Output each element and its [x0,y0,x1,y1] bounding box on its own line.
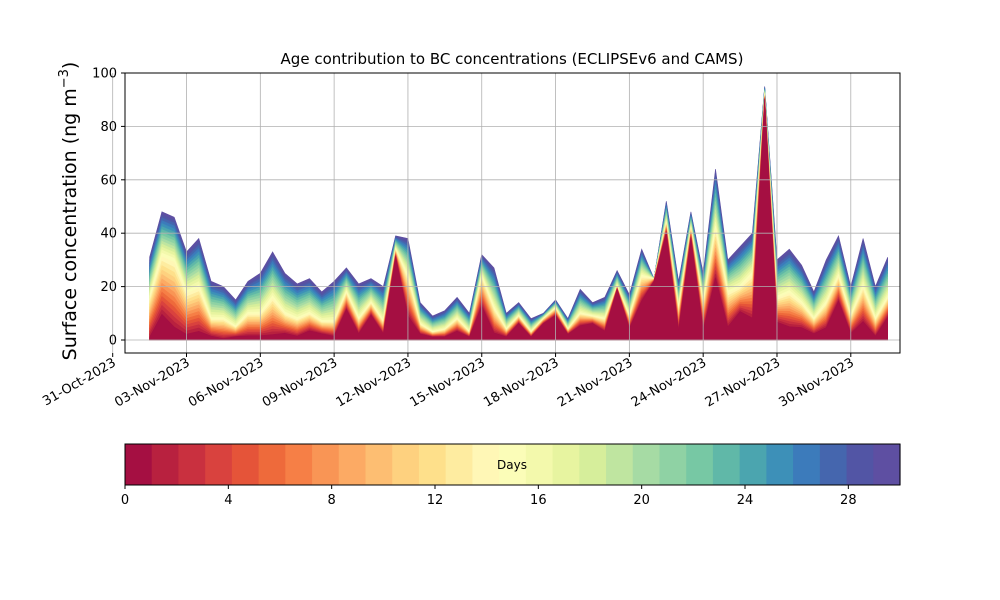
colorbar-swatch-13 [472,444,500,485]
colorbar-swatch-17 [579,444,607,485]
colorbar-swatch-18 [606,444,634,485]
chart-title: Age contribution to BC concentrations (E… [281,50,744,68]
y-tick-label: 80 [100,120,117,135]
colorbar-tick-label: 24 [737,493,754,508]
x-tick-label: 06-Nov-2023 [186,355,266,410]
colorbar-swatch-1 [151,444,180,485]
colorbar-swatch-3 [205,444,233,485]
colorbar-swatch-16 [552,444,580,485]
colorbar-tick-label: 0 [121,493,129,508]
age-band-area-2 [149,98,889,341]
colorbar-swatch-22 [712,444,741,485]
x-tick-label: 09-Nov-2023 [260,355,340,410]
colorbar-tick-label: 4 [224,493,232,508]
age-band-area-4 [149,97,889,341]
x-tick-label: 18-Nov-2023 [481,355,561,410]
y-axis-label: Surface concentration (ng m−3) [57,62,81,361]
colorbar-swatch-14 [499,444,527,485]
age-band-area-15 [149,93,889,341]
age-band-area-8 [149,96,889,341]
colorbar-swatch-24 [766,444,794,485]
y-tick-label: 40 [100,227,117,242]
x-tick-label: 15-Nov-2023 [407,355,487,410]
colorbar-swatch-23 [739,444,767,485]
x-tick-label: 31-Oct-2023 [40,355,118,409]
y-axis-label-main: Surface concentration (ng m [59,88,81,360]
y-axis-label-superscript: −3 [57,69,72,88]
colorbar-swatch-26 [819,444,848,485]
colorbar-swatch-21 [686,444,714,485]
colorbar-tick-label: 12 [427,493,444,508]
age-band-area-0 [149,99,889,341]
colorbar-swatch-12 [445,444,474,485]
axes-frame [124,72,901,354]
colorbar-swatch-2 [178,444,206,485]
colorbar-swatch-6 [285,444,313,485]
colorbar-tick-label: 8 [328,493,336,508]
x-tick-label: 30-Nov-2023 [777,355,857,410]
y-tick-label: 60 [100,173,117,188]
colorbar-swatch-8 [338,444,367,485]
colorbar-frame [124,443,901,486]
y-axis-label-close: ) [59,62,81,69]
y-tick-label: 100 [92,67,117,82]
x-tick-label: 21-Nov-2023 [555,355,635,410]
colorbar-swatch-4 [231,444,260,485]
colorbar-swatch-11 [418,444,447,485]
plot-area [112,72,900,353]
colorbar-swatch-15 [525,444,554,485]
age-band-area-12 [149,94,889,341]
age-band-area-1 [149,98,889,341]
x-tick-label: 27-Nov-2023 [703,355,783,410]
colorbar-swatch-19 [632,444,661,485]
colorbar-label: Days [497,458,527,472]
colorbar-swatch-28 [873,444,901,485]
x-tick-label: 24-Nov-2023 [629,355,709,410]
colorbar-swatch-7 [312,444,340,485]
colorbar-tick-label: 20 [633,493,650,508]
colorbar-swatch-0 [125,444,153,485]
colorbar-tick-label: 16 [530,493,547,508]
age-band-area-14 [149,94,889,341]
colorbar-swatch-9 [365,444,393,485]
x-tick-label: 12-Nov-2023 [334,355,414,410]
y-tick-label: 20 [100,280,117,295]
x-tick-label: 03-Nov-2023 [112,355,192,410]
colorbar-swatch-20 [659,444,687,485]
colorbar-swatch-25 [793,444,821,485]
colorbar-swatch-27 [846,444,874,485]
colorbar-tick-label: 28 [840,493,857,508]
colorbar-swatch-10 [392,444,420,485]
colorbar-swatch-5 [258,444,286,485]
y-tick-label: 0 [109,334,117,349]
colorbar: 0 4 8 12 16 20 24 28 [121,443,901,508]
